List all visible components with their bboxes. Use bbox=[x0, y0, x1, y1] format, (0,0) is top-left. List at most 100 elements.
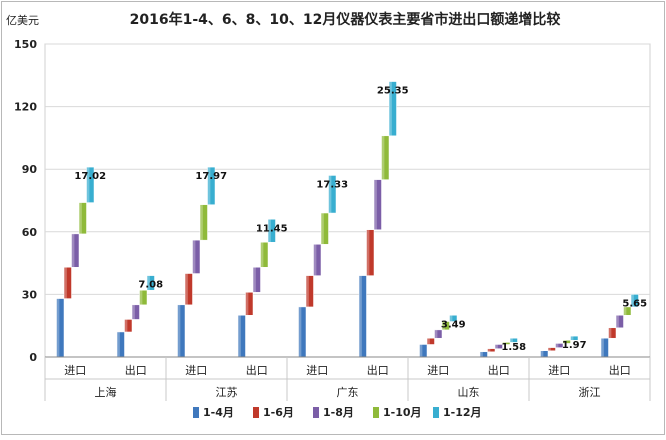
bar bbox=[260, 241, 269, 268]
data-label: 11.45 bbox=[256, 223, 288, 234]
y-axis-label: 亿美元 bbox=[6, 14, 39, 27]
legend-label: 1-4月 bbox=[203, 406, 234, 419]
group-label: 浙江 bbox=[579, 386, 601, 399]
bar bbox=[449, 315, 458, 322]
y-tick-label: 0 bbox=[29, 351, 37, 364]
legend-swatch bbox=[193, 407, 199, 418]
bar bbox=[63, 267, 72, 299]
bar-highlight bbox=[139, 290, 143, 305]
bar bbox=[570, 335, 579, 341]
legend-label: 1-8月 bbox=[323, 406, 354, 419]
bar bbox=[131, 304, 140, 320]
x-tick-label: 进口 bbox=[548, 364, 570, 377]
bar bbox=[555, 343, 564, 348]
bar bbox=[71, 233, 80, 268]
bar-highlight bbox=[381, 135, 385, 180]
bar bbox=[509, 337, 518, 343]
data-label: 7.08 bbox=[138, 280, 163, 291]
y-tick-label: 60 bbox=[22, 226, 38, 239]
bar-highlight bbox=[200, 204, 203, 241]
bar bbox=[252, 267, 261, 293]
legend: 1-4月 1-6月 1-8月 1-10月 1-12月 bbox=[193, 406, 482, 419]
bar-highlight bbox=[389, 81, 392, 136]
group-label: 山东 bbox=[458, 386, 480, 399]
bar-highlight bbox=[63, 267, 67, 299]
data-label: 17.02 bbox=[74, 171, 106, 182]
bar-highlight bbox=[419, 344, 423, 357]
bar bbox=[192, 239, 201, 274]
bar bbox=[184, 273, 193, 306]
bar-highlight bbox=[555, 343, 559, 348]
bar-highlight bbox=[623, 306, 627, 316]
data-label: 17.97 bbox=[195, 171, 227, 182]
bar bbox=[494, 344, 503, 349]
data-label: 5.65 bbox=[622, 298, 647, 309]
bar bbox=[124, 319, 133, 333]
bar bbox=[623, 306, 632, 316]
bar-highlight bbox=[570, 336, 574, 341]
bar-highlight bbox=[547, 347, 551, 351]
bar-highlight bbox=[616, 315, 619, 328]
bar bbox=[426, 337, 435, 345]
bar-highlight bbox=[192, 240, 196, 274]
bar-highlight bbox=[563, 340, 566, 344]
legend-swatch bbox=[433, 407, 439, 418]
bar-highlight bbox=[487, 348, 491, 352]
bar-highlight bbox=[374, 179, 377, 230]
bar-highlight bbox=[124, 319, 128, 332]
legend-label: 1-10月 bbox=[383, 406, 422, 419]
group-label: 广东 bbox=[337, 386, 359, 399]
data-label: 17.33 bbox=[316, 179, 348, 190]
bar bbox=[78, 202, 87, 235]
data-label: 1.97 bbox=[562, 340, 587, 351]
bar-highlight bbox=[442, 321, 445, 330]
bar bbox=[381, 135, 390, 180]
bar bbox=[245, 292, 254, 316]
bar-highlight bbox=[313, 244, 317, 276]
legend-swatch bbox=[373, 407, 379, 418]
bar bbox=[305, 275, 314, 308]
bar bbox=[608, 327, 617, 339]
bar bbox=[434, 329, 443, 339]
bar-highlight bbox=[502, 342, 506, 345]
chart-title: 2016年1-4、6、8、10、12月仪器仪表主要省市进出口额递增比较 bbox=[130, 11, 561, 28]
bar bbox=[199, 204, 208, 241]
bar-highlight bbox=[79, 202, 82, 234]
x-tick-label: 出口 bbox=[125, 363, 147, 377]
legend-swatch bbox=[253, 407, 259, 418]
bar-highlight bbox=[426, 338, 430, 345]
bar bbox=[320, 212, 329, 245]
y-tick-label: 90 bbox=[22, 163, 38, 176]
group-label: 江苏 bbox=[216, 386, 238, 399]
bar bbox=[487, 348, 496, 353]
x-tick-label: 出口 bbox=[367, 363, 389, 377]
x-tick-label: 出口 bbox=[246, 363, 268, 377]
bar-highlight bbox=[147, 275, 150, 291]
bar-highlight bbox=[305, 275, 309, 307]
bar-highlight bbox=[366, 229, 370, 276]
bars-layer: 17.02 7.08 17.97 11.45 17.33 25.35 3.49 1.58 1.9… bbox=[56, 81, 647, 358]
bar-highlight bbox=[298, 306, 302, 357]
y-tick-label: 150 bbox=[14, 38, 37, 51]
bar bbox=[207, 166, 216, 205]
bar-highlight bbox=[260, 242, 264, 268]
bar bbox=[328, 175, 337, 214]
bar-highlight bbox=[495, 344, 498, 349]
y-tick-label: 120 bbox=[14, 101, 37, 114]
legend-swatch bbox=[313, 407, 319, 418]
bar-highlight bbox=[71, 233, 75, 268]
bar-highlight bbox=[132, 304, 135, 320]
bar bbox=[562, 340, 571, 344]
bar bbox=[630, 294, 639, 308]
bar-highlight bbox=[600, 338, 604, 357]
legend-label: 1-12月 bbox=[443, 406, 482, 419]
bar-highlight bbox=[608, 327, 612, 339]
bar-highlight bbox=[184, 273, 188, 305]
bar bbox=[502, 342, 511, 345]
bar-highlight bbox=[253, 267, 256, 293]
bar-highlight bbox=[237, 315, 241, 357]
bar bbox=[373, 179, 382, 230]
